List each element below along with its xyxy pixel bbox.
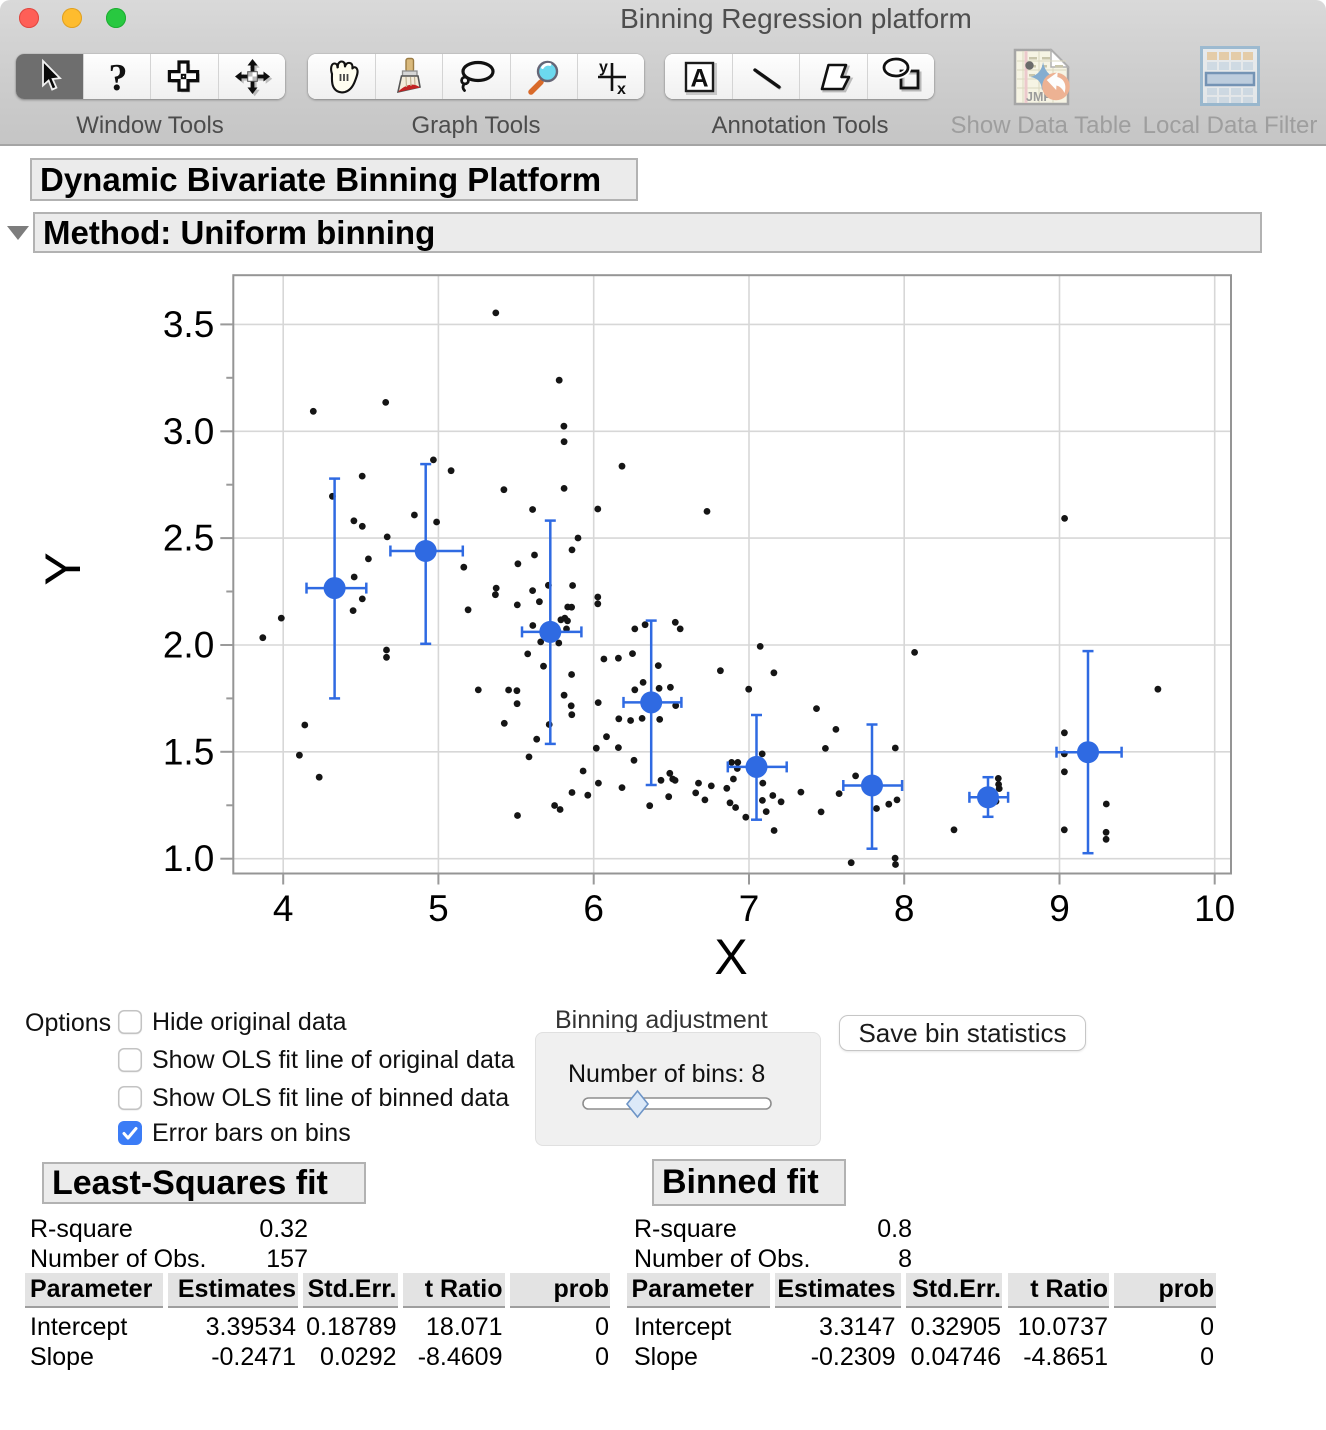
svg-text:2.0: 2.0 [163, 625, 214, 666]
svg-text:A: A [690, 65, 708, 93]
svg-text:x: x [617, 81, 626, 98]
svg-text:y: y [599, 59, 608, 76]
svg-text:9: 9 [1049, 888, 1070, 929]
svg-text:1.0: 1.0 [163, 838, 214, 879]
svg-text:3.5: 3.5 [163, 304, 214, 345]
svg-text:Y: Y [35, 552, 91, 585]
svg-text:3.0: 3.0 [163, 411, 214, 452]
svg-text:X: X [714, 929, 747, 985]
svg-text:10: 10 [1194, 888, 1235, 929]
svg-text:4: 4 [273, 888, 294, 929]
svg-text:2.5: 2.5 [163, 518, 214, 559]
svg-text:7: 7 [739, 888, 760, 929]
svg-text:?: ? [109, 57, 128, 99]
svg-text:6: 6 [583, 888, 604, 929]
svg-text:1.5: 1.5 [163, 731, 214, 772]
svg-text:5: 5 [428, 888, 449, 929]
svg-text:8: 8 [894, 888, 915, 929]
